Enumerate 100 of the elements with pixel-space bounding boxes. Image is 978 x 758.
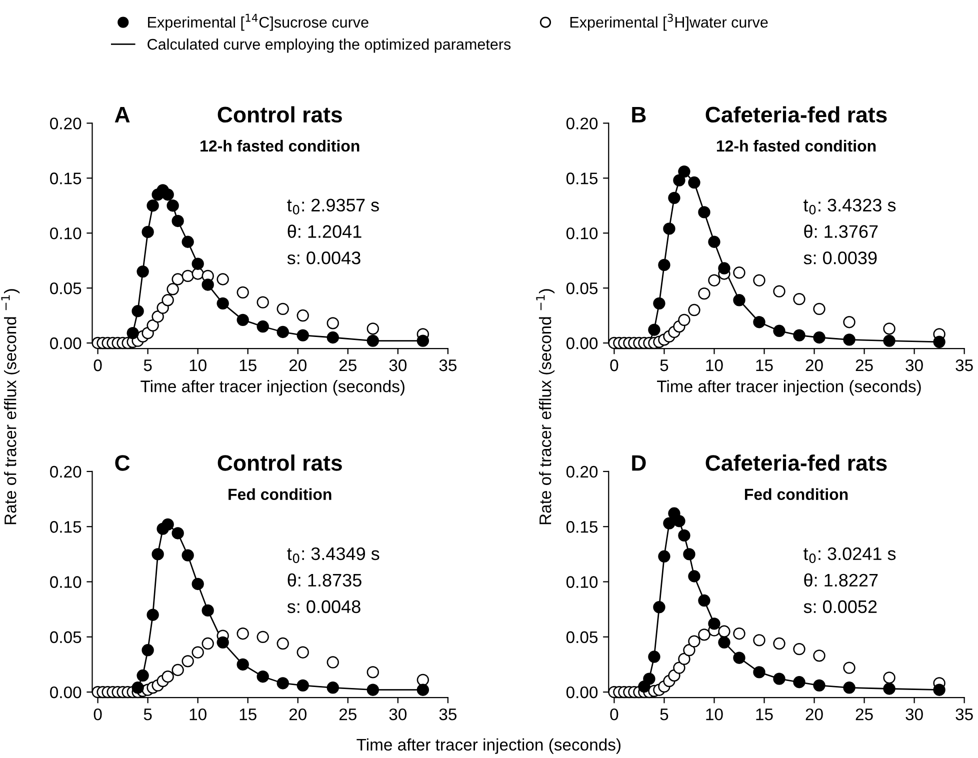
point xyxy=(683,644,696,656)
point xyxy=(793,329,806,342)
point xyxy=(256,670,269,683)
point xyxy=(182,270,194,282)
x-tick-label: 0 xyxy=(94,708,102,720)
point xyxy=(172,214,184,228)
x-axis-title: Time after tracer injection (seconds) xyxy=(140,380,404,396)
point xyxy=(126,327,139,340)
x-tick-label: 0 xyxy=(610,359,618,372)
text: C xyxy=(115,455,130,471)
x-tick-label: 5 xyxy=(144,360,152,372)
point xyxy=(698,206,710,218)
point xyxy=(883,322,896,335)
y-axis-title: Rate of tracer efflux (second $^{−1}$) xyxy=(536,289,554,524)
annotation: θ: 1.8735 xyxy=(288,573,362,587)
text: 12-h fasted condition xyxy=(200,140,360,152)
point xyxy=(718,636,730,649)
text: D xyxy=(632,455,646,471)
point xyxy=(753,634,766,646)
point xyxy=(708,618,720,630)
point xyxy=(733,294,746,306)
point xyxy=(673,174,686,186)
y-tick-label: 0.05 xyxy=(566,631,598,644)
point xyxy=(142,226,154,238)
legend-label: Experimental [$^{3}$H]water curve xyxy=(570,14,768,31)
annotation: t$_{0}$: 3.4323 s xyxy=(804,198,896,214)
point xyxy=(296,309,309,322)
point xyxy=(146,319,159,332)
y-tick-label: 0.20 xyxy=(50,466,82,478)
y-tick-label: 0.05 xyxy=(50,282,82,294)
point xyxy=(658,258,670,272)
point xyxy=(813,679,826,692)
point xyxy=(236,628,249,640)
point xyxy=(733,628,746,640)
point xyxy=(162,518,174,531)
annotation: t$_{0}$: 2.9357 s xyxy=(287,198,379,214)
x-tick-label: 35 xyxy=(439,708,456,720)
x-tick-label: 0 xyxy=(94,359,102,372)
point xyxy=(733,652,746,664)
chart-title: Cafeteria-fed rats xyxy=(706,454,887,471)
y-tick-label: 0.15 xyxy=(566,172,598,184)
x-tick-label: 30 xyxy=(389,708,407,720)
x-tick-label: 5 xyxy=(660,708,668,720)
point xyxy=(276,677,289,690)
chart-title: Control rats xyxy=(218,106,342,123)
point xyxy=(843,662,856,674)
point xyxy=(256,296,269,308)
point xyxy=(698,628,710,641)
point xyxy=(172,273,184,286)
x-tick-label: 30 xyxy=(906,708,923,720)
point xyxy=(416,684,430,696)
point xyxy=(643,672,656,685)
point xyxy=(813,302,826,316)
x-tick-label: 25 xyxy=(856,359,873,372)
point xyxy=(698,594,710,607)
point xyxy=(773,285,786,298)
x-tick-label: 30 xyxy=(389,359,407,372)
point xyxy=(668,192,680,204)
point xyxy=(773,672,786,685)
point xyxy=(216,636,229,649)
point xyxy=(708,236,720,248)
y-tick-label: 0.20 xyxy=(50,118,82,130)
x-axis-title: Time after tracer injection (seconds) xyxy=(657,380,921,396)
point xyxy=(773,324,786,337)
point xyxy=(202,278,214,291)
point xyxy=(688,570,700,582)
point xyxy=(146,200,159,212)
point xyxy=(663,222,676,235)
legend-label: Experimental [$^{14}$C]sucrose curve xyxy=(148,14,368,31)
x-tick-label: 20 xyxy=(806,708,823,720)
point xyxy=(688,635,700,648)
point xyxy=(192,646,204,658)
point xyxy=(146,608,159,621)
point xyxy=(296,329,309,342)
annotation: t$_{0}$: 3.4349 s xyxy=(287,547,380,564)
point xyxy=(718,262,730,274)
chart-title: Control rats xyxy=(218,454,342,471)
point xyxy=(326,656,339,668)
point xyxy=(162,670,174,683)
point xyxy=(678,652,690,666)
point xyxy=(678,529,690,542)
point xyxy=(648,324,660,336)
x-tick-label: 25 xyxy=(339,708,356,720)
point xyxy=(683,548,696,560)
chart-title: Cafeteria-fed rats xyxy=(706,106,887,123)
y-tick-label: 0.20 xyxy=(566,466,598,478)
point xyxy=(296,646,309,658)
annotation: s: 0.0043 xyxy=(287,252,360,264)
point xyxy=(172,664,184,676)
point xyxy=(688,176,700,189)
point xyxy=(753,316,766,328)
point xyxy=(883,682,896,695)
point xyxy=(136,669,149,682)
text: 12-h fasted condition xyxy=(716,140,876,152)
point xyxy=(708,274,720,286)
point xyxy=(673,662,686,674)
point xyxy=(236,658,249,671)
point xyxy=(276,326,289,338)
point xyxy=(162,294,174,306)
point xyxy=(733,266,746,279)
